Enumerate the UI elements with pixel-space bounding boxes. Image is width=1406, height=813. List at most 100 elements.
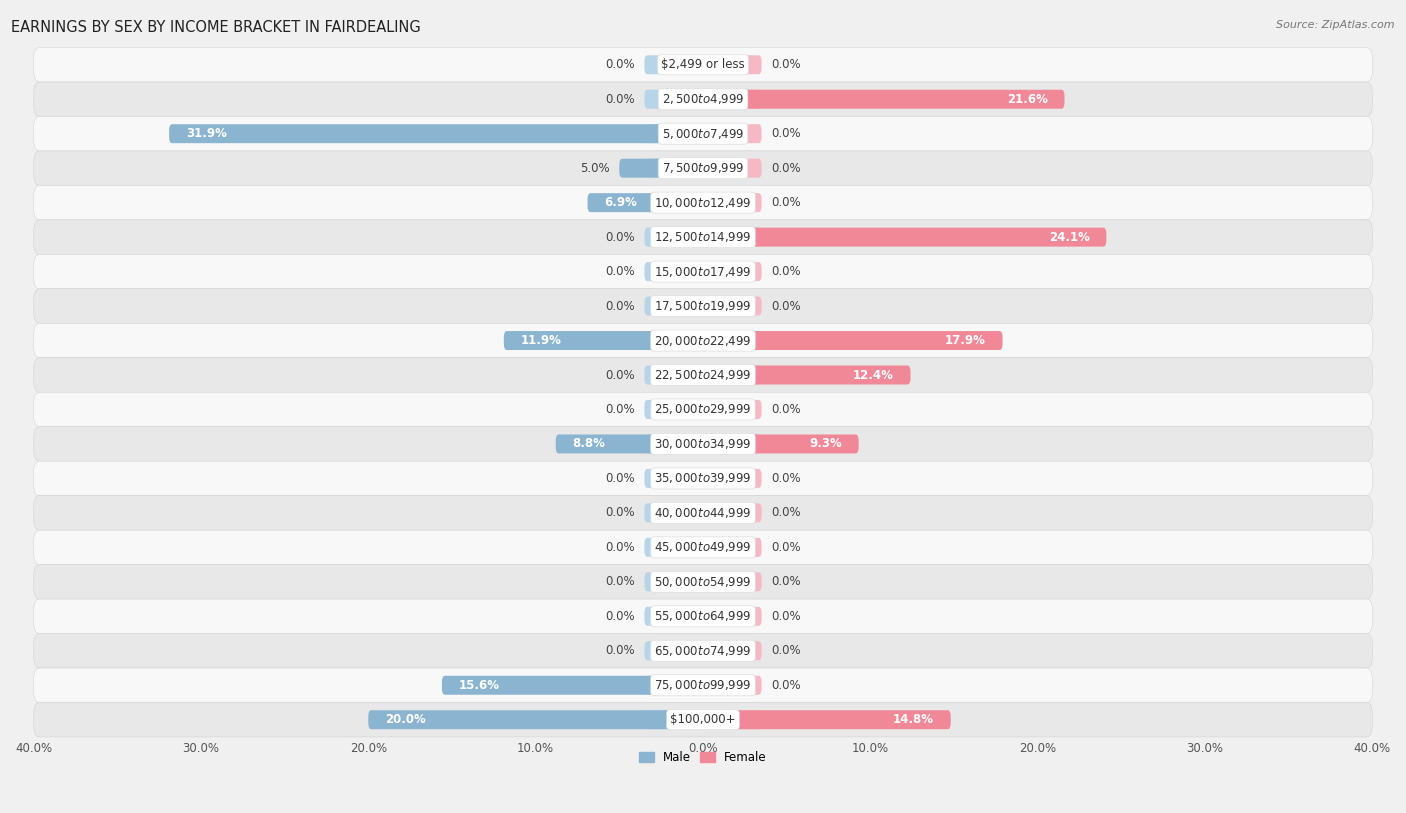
Text: 0.0%: 0.0% bbox=[605, 265, 634, 278]
Text: 0.0%: 0.0% bbox=[605, 93, 634, 106]
FancyBboxPatch shape bbox=[34, 427, 1372, 461]
Text: $12,500 to $14,999: $12,500 to $14,999 bbox=[654, 230, 752, 244]
Text: 15.6%: 15.6% bbox=[458, 679, 499, 692]
FancyBboxPatch shape bbox=[703, 55, 762, 74]
FancyBboxPatch shape bbox=[644, 606, 703, 626]
Text: 0.0%: 0.0% bbox=[772, 576, 801, 589]
FancyBboxPatch shape bbox=[644, 331, 703, 350]
Text: $20,000 to $22,499: $20,000 to $22,499 bbox=[654, 333, 752, 347]
Text: $100,000+: $100,000+ bbox=[671, 713, 735, 726]
FancyBboxPatch shape bbox=[644, 469, 703, 488]
Text: 0.0%: 0.0% bbox=[605, 59, 634, 72]
Text: 0.0%: 0.0% bbox=[772, 196, 801, 209]
FancyBboxPatch shape bbox=[703, 297, 762, 315]
Text: 31.9%: 31.9% bbox=[186, 127, 226, 140]
Text: $7,500 to $9,999: $7,500 to $9,999 bbox=[662, 161, 744, 175]
FancyBboxPatch shape bbox=[588, 193, 703, 212]
FancyBboxPatch shape bbox=[34, 702, 1372, 737]
FancyBboxPatch shape bbox=[34, 47, 1372, 82]
Text: 12.4%: 12.4% bbox=[853, 368, 894, 381]
FancyBboxPatch shape bbox=[34, 220, 1372, 254]
FancyBboxPatch shape bbox=[34, 151, 1372, 185]
Text: 0.0%: 0.0% bbox=[772, 679, 801, 692]
FancyBboxPatch shape bbox=[703, 193, 762, 212]
Text: $5,000 to $7,499: $5,000 to $7,499 bbox=[662, 127, 744, 141]
FancyBboxPatch shape bbox=[644, 572, 703, 591]
Text: 0.0%: 0.0% bbox=[772, 472, 801, 485]
FancyBboxPatch shape bbox=[644, 400, 703, 419]
Text: 0.0%: 0.0% bbox=[605, 610, 634, 623]
Legend: Male, Female: Male, Female bbox=[634, 746, 772, 769]
Text: 11.9%: 11.9% bbox=[520, 334, 561, 347]
Text: 0.0%: 0.0% bbox=[605, 644, 634, 657]
FancyBboxPatch shape bbox=[503, 331, 703, 350]
FancyBboxPatch shape bbox=[703, 434, 762, 454]
FancyBboxPatch shape bbox=[644, 228, 703, 246]
FancyBboxPatch shape bbox=[644, 366, 703, 385]
FancyBboxPatch shape bbox=[703, 676, 762, 695]
Text: 0.0%: 0.0% bbox=[772, 265, 801, 278]
FancyBboxPatch shape bbox=[34, 496, 1372, 530]
Text: 0.0%: 0.0% bbox=[605, 231, 634, 244]
Text: 0.0%: 0.0% bbox=[772, 541, 801, 554]
FancyBboxPatch shape bbox=[169, 124, 703, 143]
Text: $22,500 to $24,999: $22,500 to $24,999 bbox=[654, 368, 752, 382]
Text: 0.0%: 0.0% bbox=[772, 403, 801, 416]
Text: 0.0%: 0.0% bbox=[605, 576, 634, 589]
Text: 0.0%: 0.0% bbox=[605, 541, 634, 554]
FancyBboxPatch shape bbox=[34, 668, 1372, 702]
Text: 0.0%: 0.0% bbox=[772, 59, 801, 72]
Text: 6.9%: 6.9% bbox=[605, 196, 637, 209]
FancyBboxPatch shape bbox=[619, 159, 703, 178]
FancyBboxPatch shape bbox=[703, 89, 762, 109]
FancyBboxPatch shape bbox=[703, 641, 762, 660]
Text: 0.0%: 0.0% bbox=[605, 368, 634, 381]
FancyBboxPatch shape bbox=[703, 159, 762, 178]
FancyBboxPatch shape bbox=[34, 254, 1372, 289]
Text: $55,000 to $64,999: $55,000 to $64,999 bbox=[654, 609, 752, 624]
Text: 0.0%: 0.0% bbox=[772, 299, 801, 312]
FancyBboxPatch shape bbox=[703, 503, 762, 523]
Text: 0.0%: 0.0% bbox=[605, 299, 634, 312]
FancyBboxPatch shape bbox=[703, 262, 762, 281]
FancyBboxPatch shape bbox=[644, 89, 703, 109]
FancyBboxPatch shape bbox=[34, 185, 1372, 220]
FancyBboxPatch shape bbox=[34, 116, 1372, 151]
Text: 0.0%: 0.0% bbox=[772, 127, 801, 140]
FancyBboxPatch shape bbox=[644, 55, 703, 74]
FancyBboxPatch shape bbox=[703, 469, 762, 488]
FancyBboxPatch shape bbox=[703, 538, 762, 557]
FancyBboxPatch shape bbox=[703, 572, 762, 591]
Text: 0.0%: 0.0% bbox=[605, 403, 634, 416]
Text: 0.0%: 0.0% bbox=[772, 162, 801, 175]
FancyBboxPatch shape bbox=[644, 159, 703, 178]
FancyBboxPatch shape bbox=[34, 392, 1372, 427]
Text: 0.0%: 0.0% bbox=[772, 644, 801, 657]
Text: 20.0%: 20.0% bbox=[385, 713, 426, 726]
Text: $45,000 to $49,999: $45,000 to $49,999 bbox=[654, 541, 752, 554]
FancyBboxPatch shape bbox=[644, 262, 703, 281]
FancyBboxPatch shape bbox=[441, 676, 703, 695]
Text: $65,000 to $74,999: $65,000 to $74,999 bbox=[654, 644, 752, 658]
FancyBboxPatch shape bbox=[34, 564, 1372, 599]
Text: 5.0%: 5.0% bbox=[579, 162, 609, 175]
Text: 0.0%: 0.0% bbox=[605, 472, 634, 485]
Text: EARNINGS BY SEX BY INCOME BRACKET IN FAIRDEALING: EARNINGS BY SEX BY INCOME BRACKET IN FAI… bbox=[11, 20, 420, 35]
FancyBboxPatch shape bbox=[644, 711, 703, 729]
FancyBboxPatch shape bbox=[34, 461, 1372, 496]
Text: $25,000 to $29,999: $25,000 to $29,999 bbox=[654, 402, 752, 416]
Text: 0.0%: 0.0% bbox=[772, 610, 801, 623]
FancyBboxPatch shape bbox=[644, 641, 703, 660]
FancyBboxPatch shape bbox=[644, 297, 703, 315]
FancyBboxPatch shape bbox=[703, 606, 762, 626]
Text: 9.3%: 9.3% bbox=[810, 437, 842, 450]
FancyBboxPatch shape bbox=[644, 538, 703, 557]
FancyBboxPatch shape bbox=[34, 82, 1372, 116]
FancyBboxPatch shape bbox=[703, 366, 762, 385]
Text: $50,000 to $54,999: $50,000 to $54,999 bbox=[654, 575, 752, 589]
FancyBboxPatch shape bbox=[644, 503, 703, 523]
Text: $40,000 to $44,999: $40,000 to $44,999 bbox=[654, 506, 752, 520]
FancyBboxPatch shape bbox=[703, 124, 762, 143]
Text: 0.0%: 0.0% bbox=[605, 506, 634, 520]
FancyBboxPatch shape bbox=[644, 124, 703, 143]
